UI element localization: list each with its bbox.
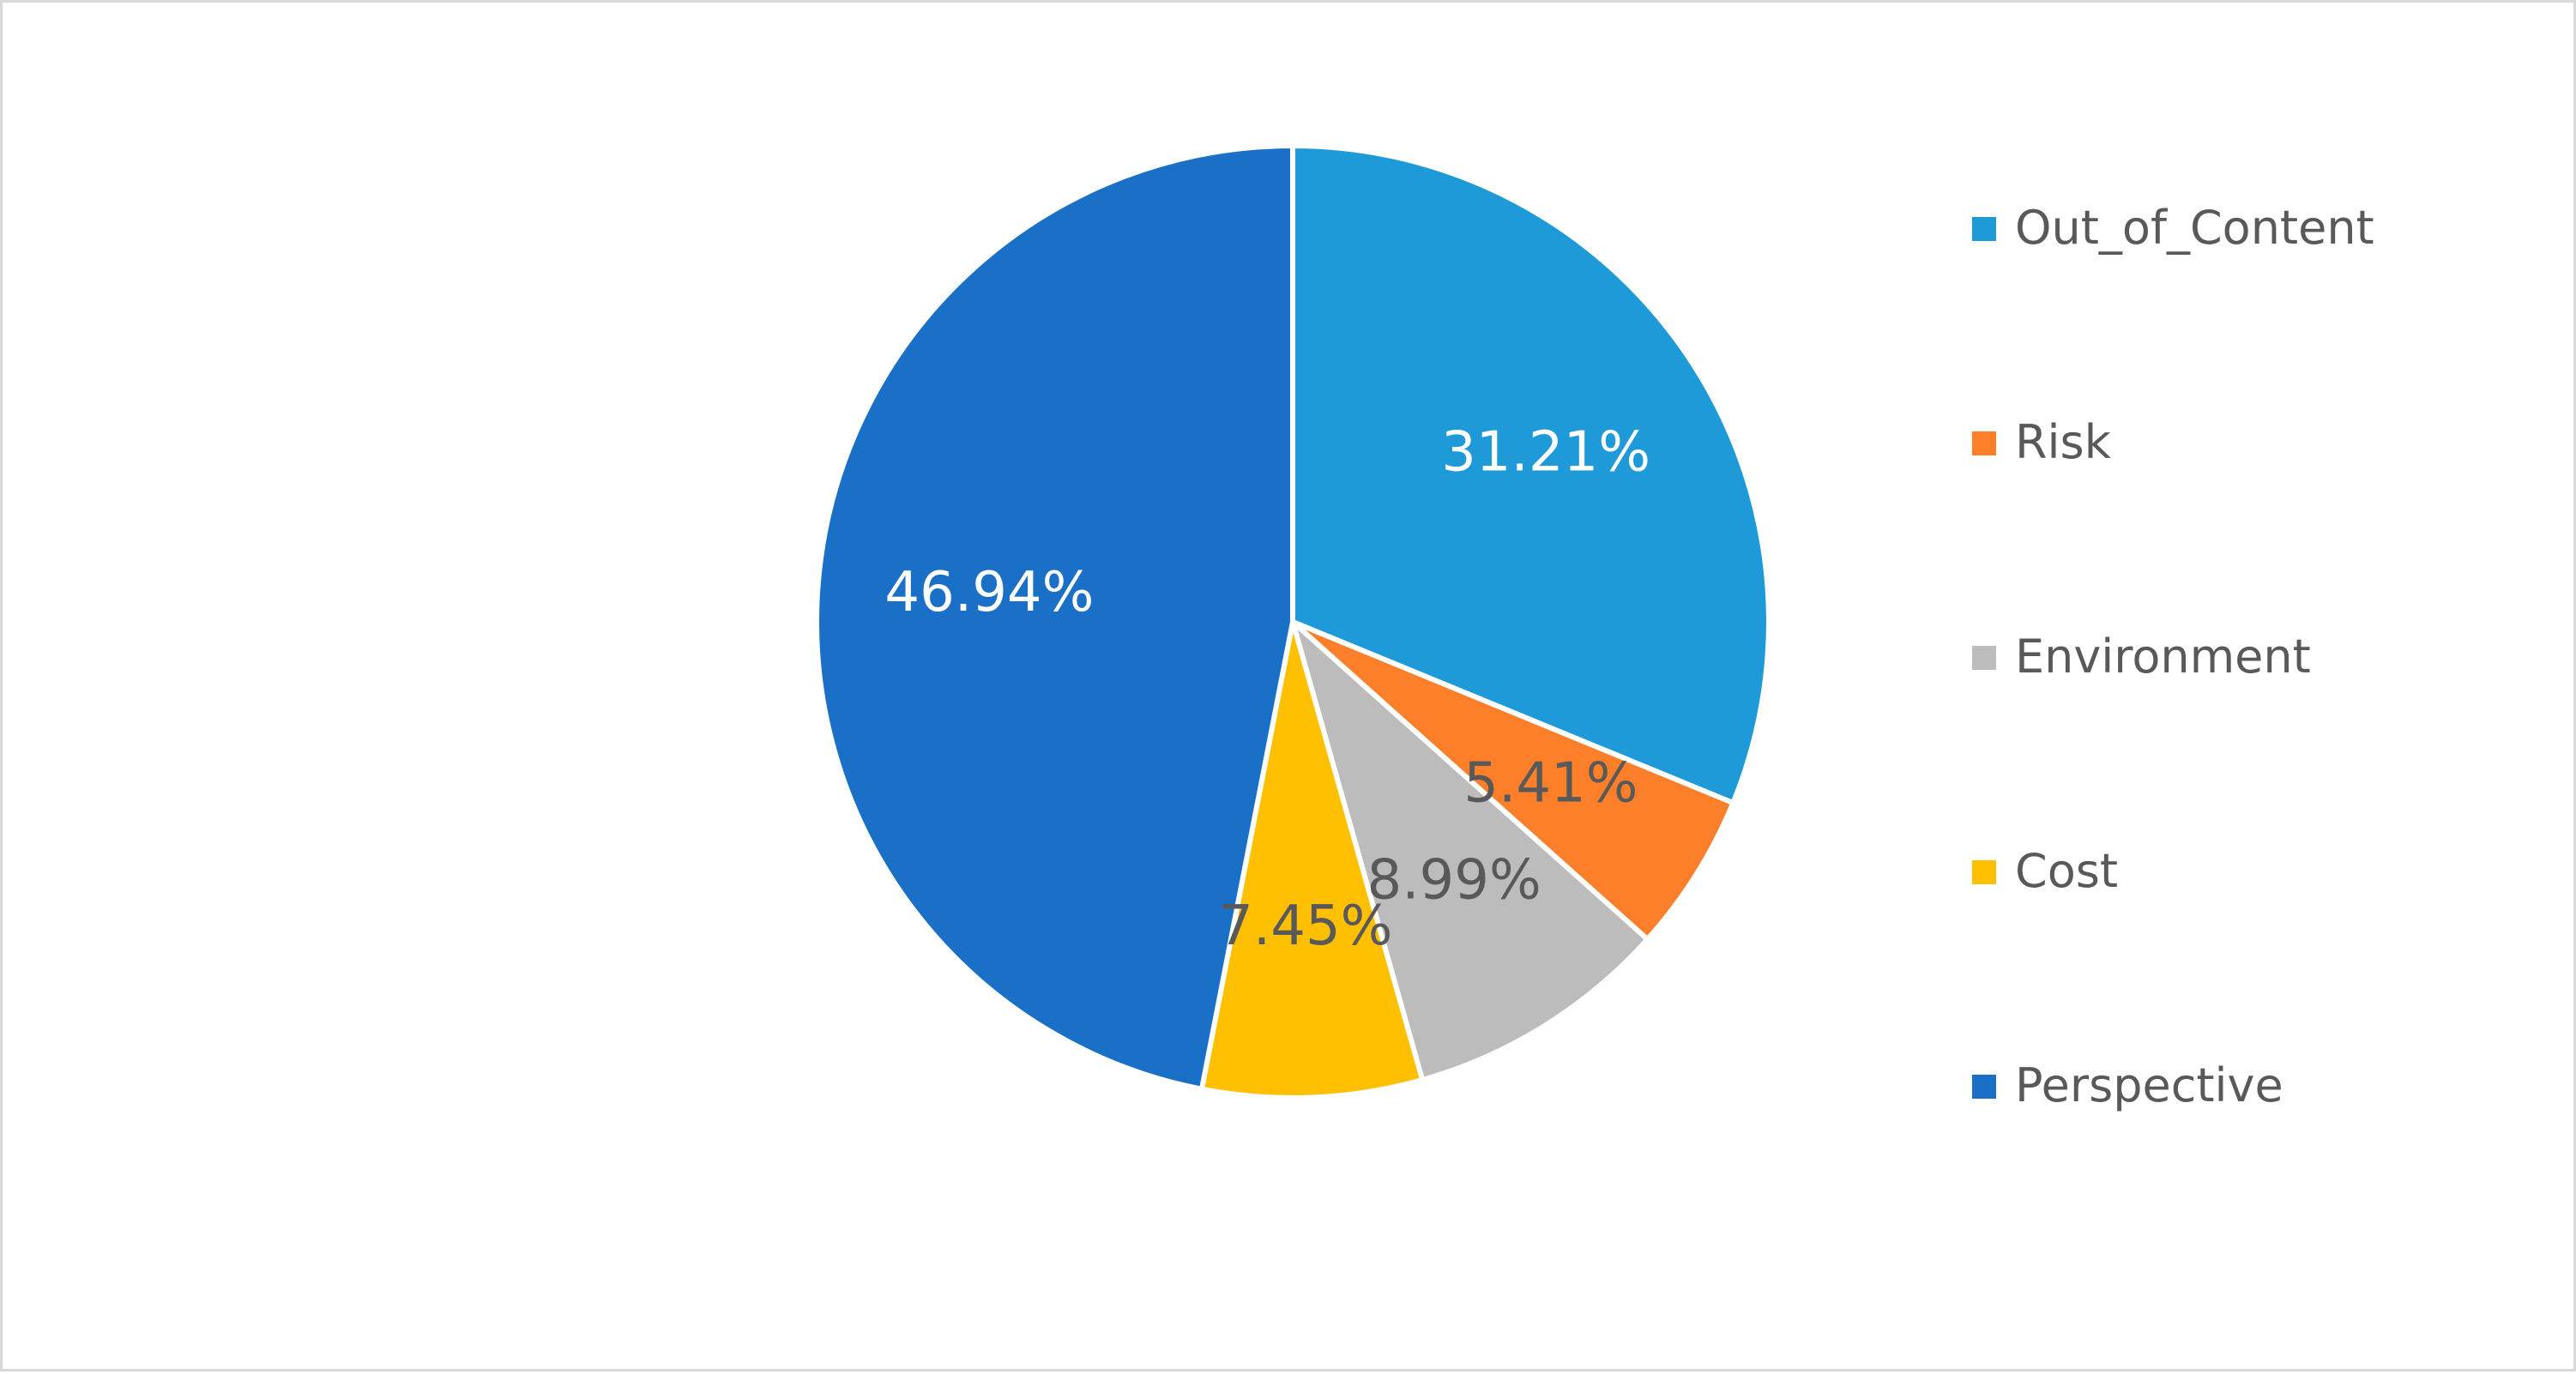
legend-swatch bbox=[1972, 217, 1996, 241]
data-label-cost: 7.45% bbox=[1218, 895, 1392, 958]
pie-chart: 31.21% 5.41% 8.99%7.45% 46.94% bbox=[814, 143, 1771, 1100]
data-label-environment: 8.99% bbox=[1366, 848, 1541, 912]
legend-swatch bbox=[1972, 1075, 1996, 1099]
pie-slice-out-of-content bbox=[1290, 143, 1771, 806]
legend-label: Environment bbox=[2015, 630, 2311, 684]
legend-swatch bbox=[1972, 431, 1996, 455]
data-label-risk: 5.41% bbox=[1463, 752, 1638, 816]
legend-item-out-of-content: Out_of_Content bbox=[1972, 198, 2521, 413]
legend-item-perspective: Perspective bbox=[1972, 1056, 2521, 1270]
legend: Out_of_Content Risk Environment Cost Per… bbox=[1972, 198, 2521, 1270]
legend-swatch bbox=[1972, 860, 1996, 884]
legend-item-environment: Environment bbox=[1972, 627, 2521, 841]
legend-item-risk: Risk bbox=[1972, 413, 2521, 627]
legend-label: Perspective bbox=[2015, 1058, 2283, 1112]
legend-label: Risk bbox=[2015, 415, 2111, 469]
legend-swatch bbox=[1972, 646, 1996, 670]
pie-slice-risk bbox=[1290, 619, 1736, 943]
legend-label: Cost bbox=[2015, 844, 2119, 898]
pie-data-labels: 31.21% 5.41% 8.99%7.45% 46.94% bbox=[884, 420, 1650, 958]
data-label-perspective: 46.94% bbox=[884, 561, 1094, 624]
pie-slices bbox=[814, 143, 1771, 1100]
pie-slice-environment bbox=[1290, 619, 1650, 1083]
pie-slice-perspective bbox=[814, 143, 1295, 1092]
legend-item-cost: Cost bbox=[1972, 841, 2521, 1056]
pie-slice-cost bbox=[1198, 619, 1426, 1100]
legend-label: Out_of_Content bbox=[2015, 201, 2374, 255]
data-label-out-of-content: 31.21% bbox=[1441, 420, 1650, 484]
